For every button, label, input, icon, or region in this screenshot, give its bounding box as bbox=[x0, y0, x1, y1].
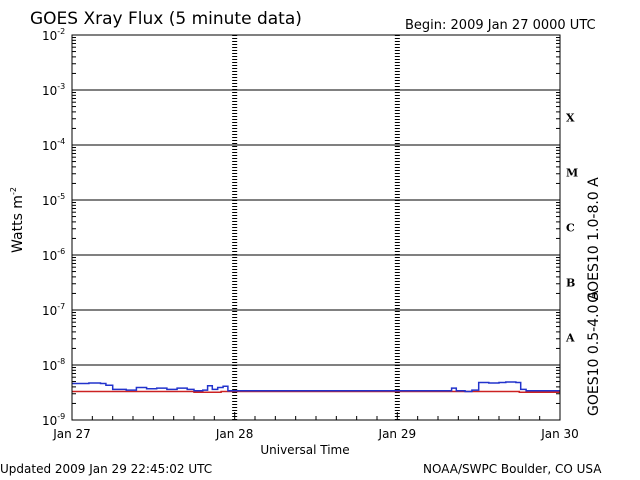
y-axis-label-exp: -2 bbox=[9, 187, 18, 195]
y-tick-label: 10-6 bbox=[42, 247, 65, 263]
chart-title: GOES Xray Flux (5 minute data) bbox=[30, 9, 302, 29]
y-tick-label: 10-7 bbox=[42, 302, 65, 318]
x-tick-label: Jan 29 bbox=[378, 427, 417, 441]
y-tick-label: 10-9 bbox=[42, 412, 65, 428]
y-tick-exponent: -5 bbox=[57, 192, 65, 201]
x-tick-label: Jan 28 bbox=[215, 427, 254, 441]
y-axis-label: Watts m-2 bbox=[9, 187, 26, 253]
y-tick-exponent: -6 bbox=[57, 247, 65, 256]
plot-frame bbox=[71, 34, 561, 421]
y-tick-base: 10 bbox=[42, 249, 57, 263]
x-tick-label: Jan 30 bbox=[540, 427, 579, 441]
flare-class-b: B bbox=[566, 277, 575, 290]
x-tick-label: Jan 27 bbox=[52, 427, 91, 441]
series-line-long-channel bbox=[72, 390, 560, 393]
y-tick-base: 10 bbox=[42, 194, 57, 208]
y-tick-exponent: -3 bbox=[57, 82, 65, 91]
credit: NOAA/SWPC Boulder, CO USA bbox=[423, 462, 602, 476]
flare-class-m: M bbox=[566, 167, 578, 180]
flare-class-c: C bbox=[566, 222, 575, 235]
updated-time: Updated 2009 Jan 29 22:45:02 UTC bbox=[0, 462, 212, 476]
y-tick-base: 10 bbox=[42, 304, 57, 318]
y-tick-base: 10 bbox=[42, 359, 57, 373]
y-tick-label: 10-8 bbox=[42, 357, 65, 373]
flare-class-x: X bbox=[566, 112, 575, 125]
grid bbox=[72, 35, 560, 420]
series-layer bbox=[72, 381, 560, 393]
flare-class-a: A bbox=[565, 332, 575, 345]
y-tick-exponent: -4 bbox=[57, 137, 65, 146]
legend-short-channel: GOES10 0.5-4.0 A bbox=[586, 290, 602, 416]
begin-time: Begin: 2009 Jan 27 0000 UTC bbox=[405, 18, 596, 33]
y-tick-base: 10 bbox=[42, 414, 57, 428]
series-line-short-channel bbox=[72, 381, 560, 393]
svg-text:Watts m-2: Watts m-2 bbox=[9, 187, 26, 253]
y-tick-exponent: -9 bbox=[57, 412, 65, 421]
y-tick-base: 10 bbox=[42, 29, 57, 43]
y-tick-exponent: -8 bbox=[57, 357, 65, 366]
y-tick-label: 10-4 bbox=[42, 137, 65, 153]
y-tick-label: 10-5 bbox=[42, 192, 65, 208]
y-tick-base: 10 bbox=[42, 84, 57, 98]
y-tick-base: 10 bbox=[42, 139, 57, 153]
y-tick-label: 10-3 bbox=[42, 82, 65, 98]
y-axis-label-base: Watts m bbox=[10, 195, 26, 253]
x-axis-label: Universal Time bbox=[260, 443, 349, 457]
legend-long-channel: GOES10 1.0-8.0 A bbox=[586, 177, 602, 303]
y-tick-exponent: -2 bbox=[57, 27, 65, 36]
y-tick-label: 10-2 bbox=[42, 27, 65, 43]
y-tick-exponent: -7 bbox=[57, 302, 65, 311]
